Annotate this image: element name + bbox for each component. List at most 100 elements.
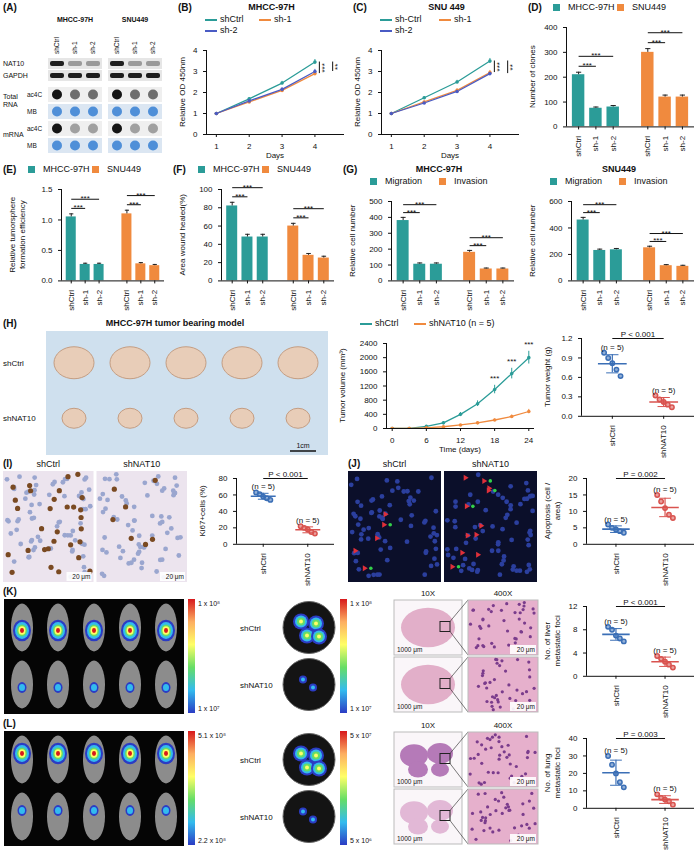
svg-text:0: 0 [390,436,395,445]
svg-text:P = 0.003: P = 0.003 [623,730,658,739]
svg-text:1200: 1200 [360,382,378,391]
svg-text:8: 8 [573,625,578,634]
svg-text:20 μm: 20 μm [517,703,535,711]
svg-text:***: *** [507,357,516,366]
svg-text:***: *** [524,340,533,349]
svg-text:2: 2 [193,88,198,97]
svg-text:24: 24 [524,436,533,445]
svg-text:shCtrl: shCtrl [574,136,583,157]
svg-text:1: 1 [389,142,394,151]
svg-text:shCtrl: shCtrl [228,290,237,311]
svg-text:2400: 2400 [360,339,378,348]
svg-text:shCtrl: shCtrl [3,359,24,368]
svg-text:1.0: 1.0 [41,216,53,225]
svg-text:P = 0.002: P = 0.002 [623,470,658,479]
svg-text:NAT10: NAT10 [3,60,24,67]
svg-text:200: 200 [549,250,563,259]
svg-text:sh-1: sh-1 [304,289,313,305]
svg-text:0: 0 [368,130,373,139]
svg-text:0: 0 [553,122,558,131]
svg-text:MHCC-97H: MHCC-97H [57,16,93,23]
svg-text:(n = 5): (n = 5) [296,516,320,525]
svg-text:***: *** [415,200,424,209]
svg-text:1000 μm: 1000 μm [397,703,422,711]
svg-text:shCtrl: shCtrl [289,290,298,311]
svg-text:10X: 10X [421,589,436,598]
svg-text:***: *** [320,63,329,72]
svg-text:20: 20 [569,769,578,778]
svg-text:800: 800 [364,396,378,405]
svg-text:sh-1: sh-1 [591,135,600,151]
svg-text:***: *** [74,203,83,212]
svg-text:10: 10 [569,507,578,516]
svg-text:sh-1: sh-1 [482,289,491,305]
svg-text:400: 400 [549,224,563,233]
svg-text:***: *** [587,208,596,217]
svg-text:1.5: 1.5 [41,185,53,194]
svg-text:60: 60 [204,222,213,231]
svg-text:400: 400 [364,410,378,419]
svg-text:***: *** [490,374,499,383]
svg-text:shCtrl: shCtrl [240,624,261,633]
svg-text:0: 0 [573,672,578,681]
svg-text:P < 0.001: P < 0.001 [621,330,656,339]
svg-text:1600: 1600 [360,367,378,376]
svg-text:1000 μm: 1000 μm [397,646,422,654]
svg-text:shNAT10: shNAT10 [661,817,670,850]
svg-text:sh-2: sh-2 [319,289,328,305]
svg-text:shNAT10: shNAT10 [303,553,312,586]
svg-text:sh-2: sh-2 [95,289,104,305]
svg-text:200: 200 [544,73,558,82]
svg-text:shCtrl: shCtrl [399,290,408,311]
svg-text:***: *** [407,208,416,217]
svg-text:5: 5 [573,523,578,532]
svg-text:Total: Total [3,93,18,100]
svg-text:0: 0 [193,130,198,139]
svg-text:shCtrl: shCtrl [465,290,474,311]
svg-text:1cm: 1cm [296,442,309,449]
svg-text:(n = 5): (n = 5) [601,343,625,352]
svg-text:18: 18 [490,436,499,445]
svg-text:4: 4 [193,46,198,55]
svg-text:***: *** [243,183,252,192]
svg-text:***: *** [80,194,89,203]
svg-text:1.2: 1.2 [561,334,573,343]
svg-text:**: ** [508,64,517,70]
svg-text:sh-2: sh-2 [612,289,621,305]
svg-text:ac4C: ac4C [27,125,42,132]
svg-text:20 μm: 20 μm [517,835,535,843]
svg-text:sh-2: sh-2 [498,289,507,305]
svg-text:shCtrl: shCtrl [53,36,60,54]
svg-text:12: 12 [569,602,578,611]
svg-text:400X: 400X [494,589,513,598]
svg-text:20: 20 [569,474,578,483]
svg-text:sh-2: sh-2 [150,289,159,305]
svg-text:***: *** [136,191,145,200]
svg-text:80: 80 [219,474,228,483]
svg-text:shNAT10: shNAT10 [240,681,273,690]
svg-text:1: 1 [368,109,373,118]
svg-text:(n = 5): (n = 5) [604,746,628,755]
svg-text:0.3: 0.3 [561,392,573,401]
svg-text:400: 400 [544,23,558,32]
svg-text:2000: 2000 [360,353,378,362]
svg-text:80: 80 [204,203,213,212]
svg-text:20 μm: 20 μm [72,573,90,581]
svg-text:10: 10 [569,786,578,795]
svg-text:sh-1: sh-1 [81,289,90,305]
svg-text:200: 200 [369,245,383,254]
svg-text:2: 2 [247,142,252,151]
svg-text:shCtrl: shCtrl [643,136,652,157]
svg-text:4: 4 [368,46,373,55]
svg-text:RNA: RNA [3,101,18,108]
svg-text:(n = 5): (n = 5) [604,515,628,524]
svg-text:sh-2: sh-2 [678,135,687,151]
svg-text:0.9: 0.9 [561,354,573,363]
svg-text:0: 0 [378,276,383,285]
svg-text:0.0: 0.0 [41,276,53,285]
svg-text:***: *** [482,233,491,242]
svg-text:***: *** [662,229,671,238]
svg-text:0.6: 0.6 [561,373,573,382]
svg-text:shCtrl: shCtrl [612,817,621,838]
svg-text:20 μm: 20 μm [517,778,535,786]
